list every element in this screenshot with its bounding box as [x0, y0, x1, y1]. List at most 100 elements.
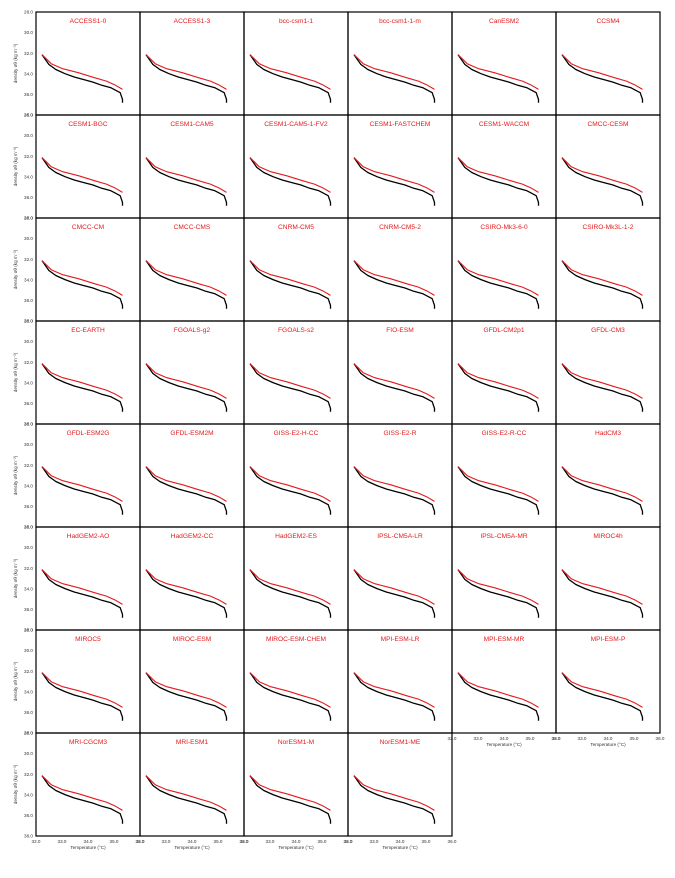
panel-title: CNRM-CM5 — [278, 224, 314, 231]
model-line — [561, 466, 643, 502]
panel-hadgem2-es: HadGEM2-ES — [243, 526, 349, 631]
y-tick-label: 38.0 — [24, 731, 33, 736]
observation-line — [249, 260, 332, 309]
x-tick-label: 35.0 — [526, 736, 535, 741]
observation-line — [41, 466, 124, 515]
y-tick-label: 30.0 — [24, 236, 33, 241]
panel-hadgem2-ao: HadGEM2-AO — [35, 526, 141, 631]
panel-title: GISS-E2-H-CC — [274, 430, 319, 437]
model-line — [145, 54, 227, 90]
panel-title: NorESM1-M — [278, 739, 314, 746]
x-tick-label: 35.0 — [318, 839, 327, 844]
y-tick-label: 34.0 — [24, 586, 33, 591]
panel-giss-e2-h-cc: GISS-E2-H-CC — [243, 423, 349, 528]
x-tick-label: 34.0 — [604, 736, 613, 741]
panel-cesm1-cam5-1-fv2: CESM1-CAM5-1-FV2 — [243, 114, 349, 219]
x-tick-label: 32.0 — [32, 839, 41, 844]
model-line — [457, 363, 539, 399]
x-tick-label: 33.0 — [266, 839, 275, 844]
model-line — [457, 569, 539, 605]
observation-line — [41, 54, 124, 103]
panel-fio-esm: FIO-ESM — [347, 320, 453, 425]
model-line — [561, 363, 643, 399]
x-tick-label: 32.0 — [136, 839, 145, 844]
y-tick-label: 34.0 — [24, 483, 33, 488]
observation-line — [145, 363, 228, 412]
x-axis-title: Temperature (°C) — [590, 742, 626, 747]
x-axis-title: Temperature (°C) — [278, 845, 314, 850]
x-tick-label: 36.0 — [656, 736, 665, 741]
model-line — [457, 260, 539, 296]
panel-ccsm4: CCSM4 — [555, 11, 661, 116]
observation-line — [561, 157, 644, 206]
model-line — [353, 363, 435, 399]
y-tick-label: 28.0 — [24, 731, 33, 736]
panel-noresm1-me: NorESM1-ME — [347, 732, 453, 837]
panel-cesm1-fastchem: CESM1-FASTCHEM — [347, 114, 453, 219]
x-tick-label: 35.0 — [214, 839, 223, 844]
y-tick-label: 38.0 — [24, 422, 33, 427]
y-tick-label: 38.0 — [24, 113, 33, 118]
observation-line — [41, 363, 124, 412]
x-tick-label: 36.0 — [136, 839, 145, 844]
observation-line — [353, 54, 436, 103]
observation-line — [561, 569, 644, 618]
observation-line — [145, 466, 228, 515]
panel-mpi-esm-p: MPI-ESM-P — [555, 629, 661, 734]
panel-title: GFDL-ESM2M — [170, 430, 213, 437]
panel-title: MIROC-ESM-CHEM — [266, 636, 326, 643]
panel-title: FGOALS-g2 — [174, 327, 211, 334]
panel-miroc-esm: MIROC-ESM — [139, 629, 245, 734]
x-tick-label: 33.0 — [578, 736, 587, 741]
model-line — [249, 569, 331, 605]
observation-line — [249, 569, 332, 618]
observation-line — [457, 54, 540, 103]
observation-line — [41, 672, 124, 721]
y-tick-label: 36.0 — [24, 401, 33, 406]
y-tick-label: 36.0 — [24, 298, 33, 303]
panel-title: IPSL-CM5A-MR — [480, 533, 527, 540]
panel-cesm1-waccm: CESM1-WACCM — [451, 114, 557, 219]
panel-cesm1-cam5: CESM1-CAM5 — [139, 114, 245, 219]
panel-hadcm3: HadCM3 — [555, 423, 661, 528]
panel-title: CNRM-CM5-2 — [379, 224, 421, 231]
model-line — [353, 569, 435, 605]
panel-title: bcc-csm1-1-m — [379, 18, 421, 25]
observation-line — [457, 466, 540, 515]
panel-mpi-esm-lr: MPI-ESM-LR — [347, 629, 453, 734]
panel-miroc4h: MIROC4h — [555, 526, 661, 631]
observation-line — [457, 569, 540, 618]
observation-line — [41, 157, 124, 206]
y-tick-label: 32.0 — [24, 51, 33, 56]
panel-title: CESM1-WACCM — [479, 121, 529, 128]
panel-fgoals-g2: FGOALS-g2 — [139, 320, 245, 425]
panel-mri-cgcm3: MRI-CGCM3 — [35, 732, 141, 837]
y-axis-title: density σθ (kg m⁻³) — [13, 249, 18, 289]
model-line — [457, 466, 539, 502]
model-line — [457, 672, 539, 708]
y-tick-label: 30.0 — [24, 339, 33, 344]
y-tick-label: 30.0 — [24, 30, 33, 35]
observation-line — [249, 466, 332, 515]
panel-title: MIROC4h — [593, 533, 623, 540]
panel-title: bcc-csm1-1 — [279, 18, 313, 25]
y-tick-label: 36.0 — [24, 710, 33, 715]
model-line — [353, 466, 435, 502]
panel-miroc-esm-chem: MIROC-ESM-CHEM — [243, 629, 349, 734]
panel-csiro-mk3-6-0: CSIRO-Mk3-6-0 — [451, 217, 557, 322]
observation-line — [353, 569, 436, 618]
y-axis-title: density σθ (kg m⁻³) — [13, 764, 18, 804]
panel-title: MRI-ESM1 — [176, 739, 209, 746]
panel-title: CanESM2 — [489, 18, 519, 25]
observation-line — [353, 157, 436, 206]
observation-line — [249, 157, 332, 206]
panel-miroc5: MIROC5 — [35, 629, 141, 734]
x-tick-label: 36.0 — [344, 839, 353, 844]
observation-line — [561, 54, 644, 103]
model-line — [353, 775, 435, 811]
y-tick-label: 38.0 — [24, 216, 33, 221]
panel-title: MIROC5 — [75, 636, 101, 643]
panel-title: MPI-ESM-P — [591, 636, 626, 643]
panel-cmcc-cesm: CMCC-CESM — [555, 114, 661, 219]
observation-line — [145, 775, 228, 824]
